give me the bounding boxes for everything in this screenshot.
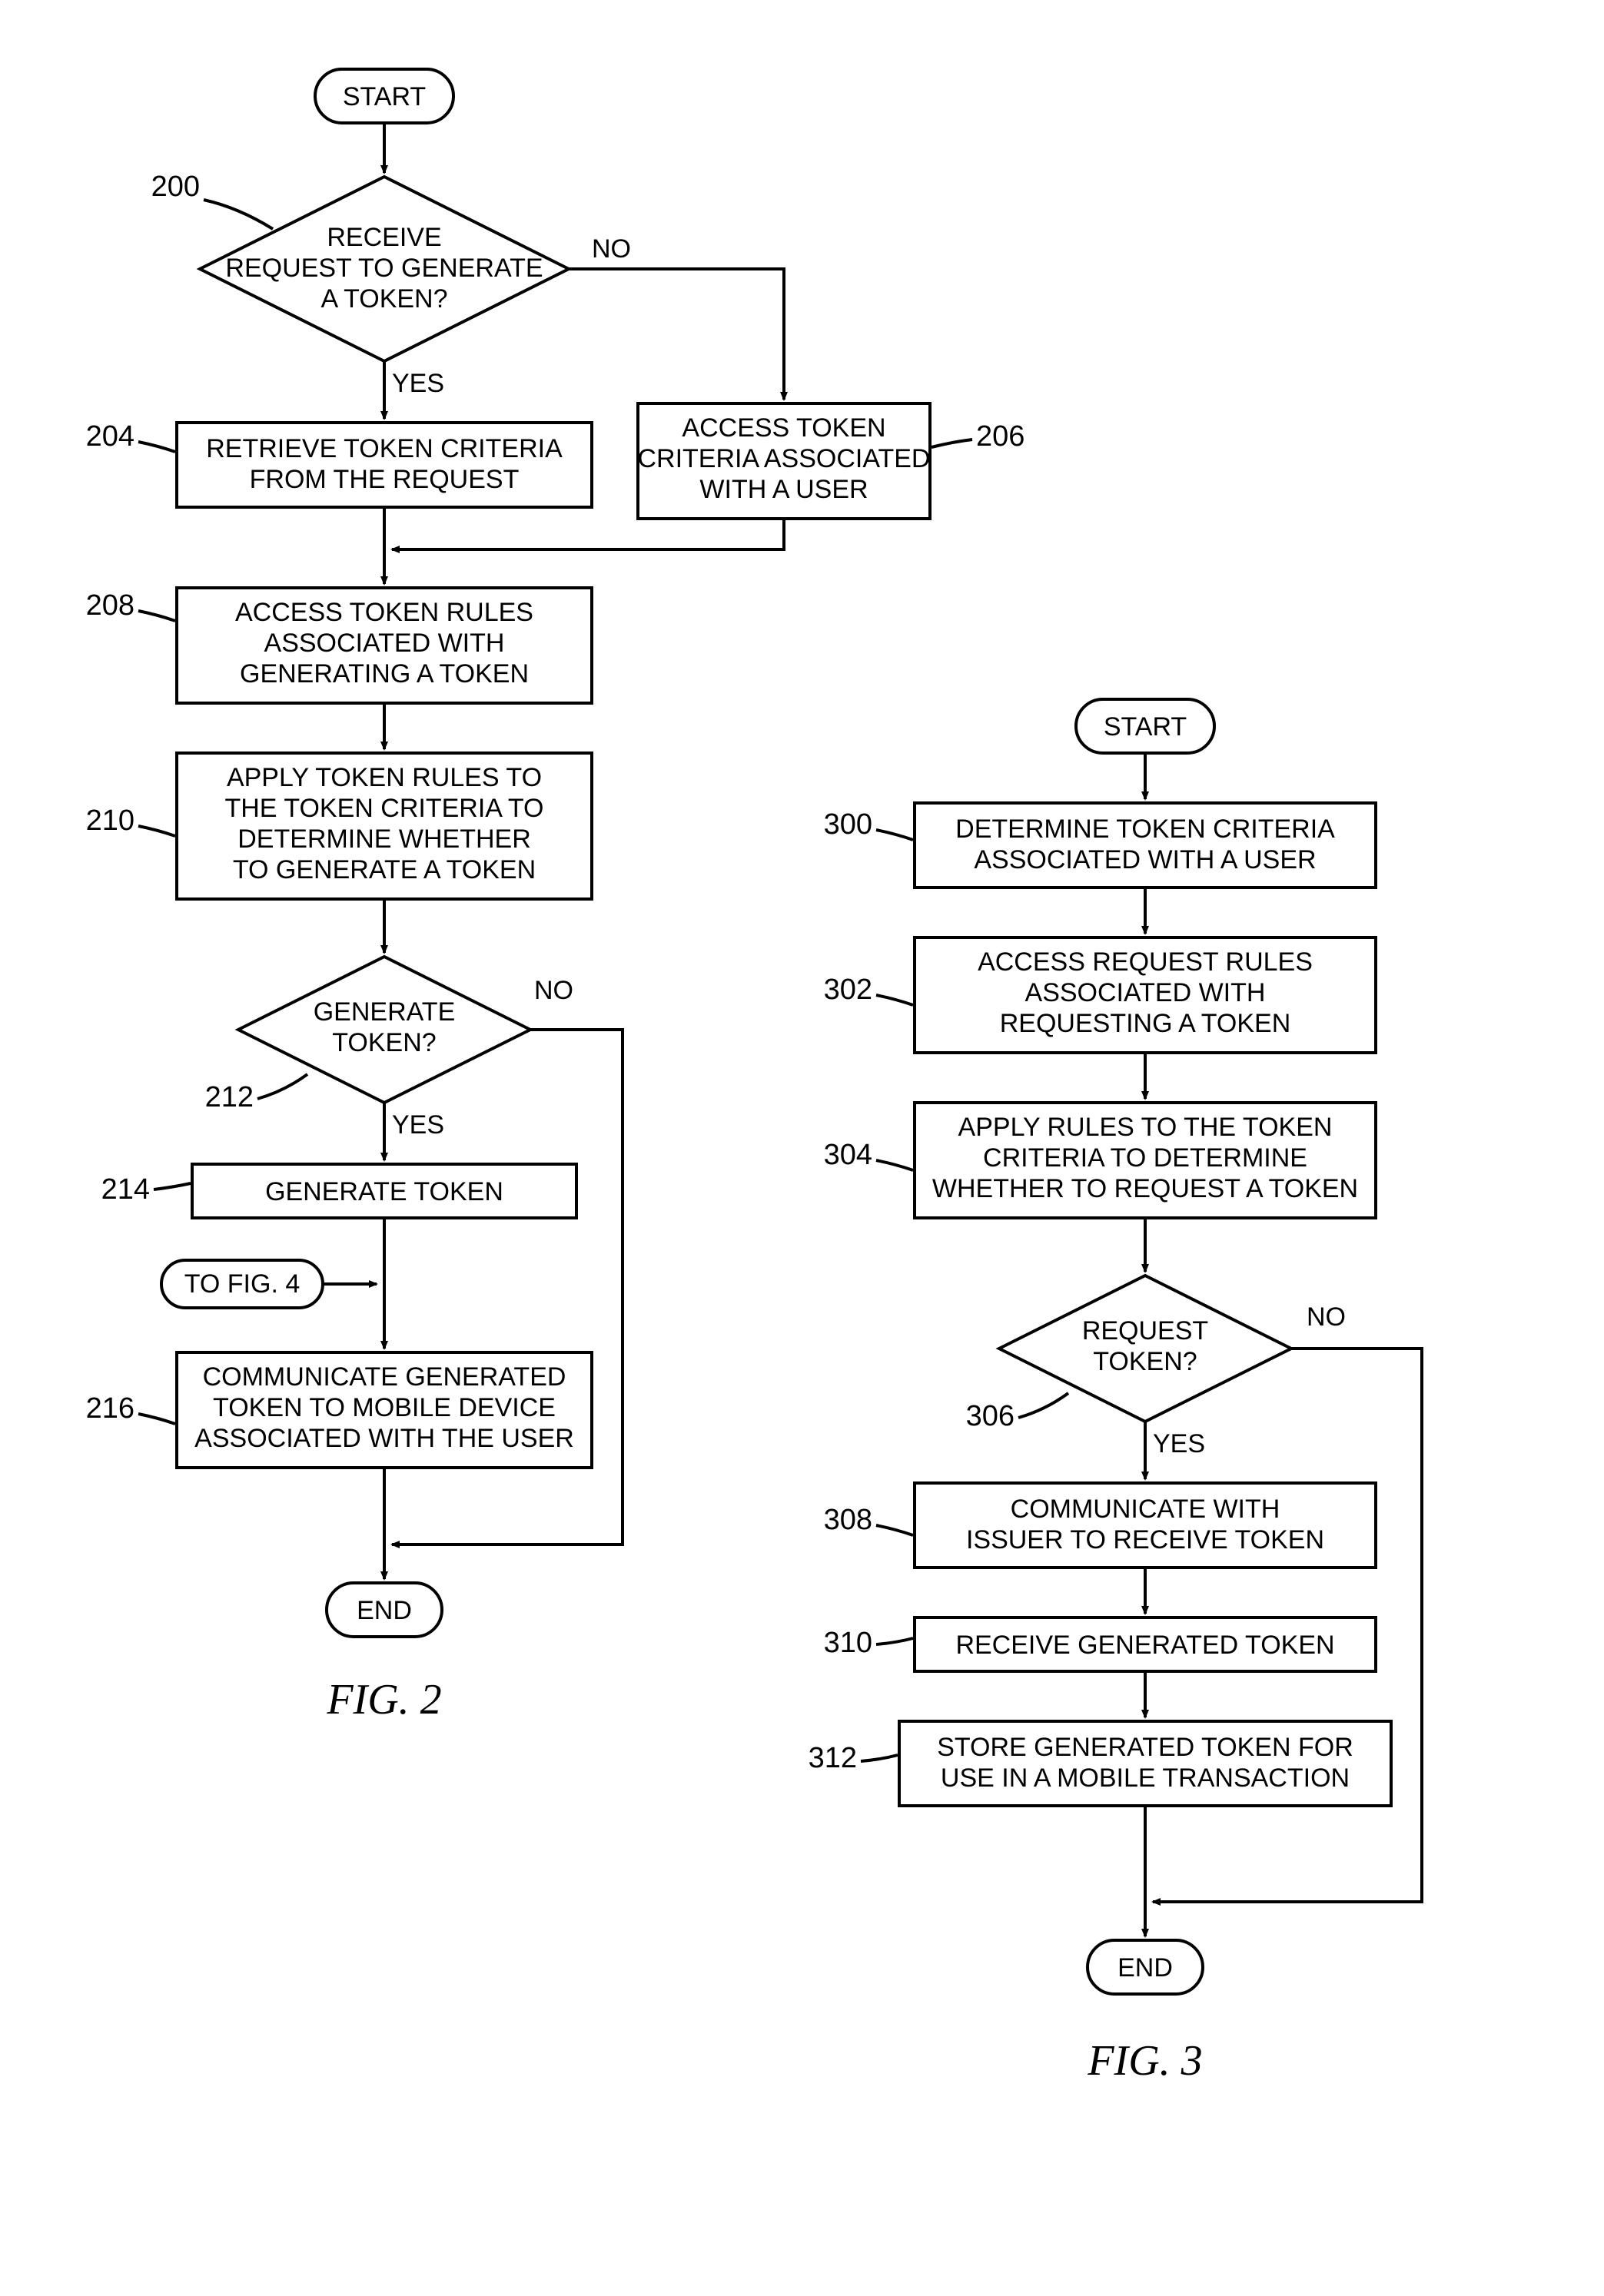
fig2-n208-line2: ASSOCIATED WITH [264, 629, 505, 658]
fig3-ref-302: 302 [824, 974, 872, 1006]
fig3-n304-line3: WHETHER TO REQUEST A TOKEN [932, 1174, 1358, 1203]
fig3-n306-line1: REQUEST [1082, 1316, 1208, 1345]
fig3-start-label: START [1104, 712, 1187, 742]
fig2-n206-line3: WITH A USER [699, 475, 868, 504]
fig3-ref-310: 310 [824, 1627, 872, 1659]
fig3-n302-line1: ACCESS REQUEST RULES [978, 947, 1313, 977]
fig2-ref-212: 212 [205, 1081, 254, 1113]
fig3-n304-line2: CRITERIA TO DETERMINE [983, 1143, 1307, 1173]
fig3-n312-line1: STORE GENERATED TOKEN FOR [937, 1733, 1353, 1762]
fig2-n214-line1: GENERATE TOKEN [265, 1177, 503, 1206]
fig2-tofig4-label: TO FIG. 4 [184, 1269, 301, 1299]
fig3-306-no: NO [1307, 1302, 1346, 1332]
fig2-n200-line2: REQUEST TO GENERATE [225, 254, 543, 283]
fig2-n210-line4: TO GENERATE A TOKEN [233, 855, 536, 884]
fig2-n206-line2: CRITERIA ASSOCIATED [637, 444, 930, 473]
fig3-n312-line2: USE IN A MOBILE TRANSACTION [941, 1763, 1350, 1793]
fig2-n204-line2: FROM THE REQUEST [250, 465, 520, 494]
fig2-n210-line2: THE TOKEN CRITERIA TO [224, 794, 543, 823]
fig2-n204-line1: RETRIEVE TOKEN CRITERIA [206, 434, 563, 463]
fig2-n212-line1: GENERATE [314, 997, 456, 1027]
flowchart-canvas: START RECEIVE REQUEST TO GENERATE A TOKE… [0, 0, 1604, 2296]
fig2-ref-204: 204 [86, 420, 134, 453]
fig2-n216-line1: COMMUNICATE GENERATED [203, 1362, 566, 1392]
fig3-n306-line2: TOKEN? [1093, 1347, 1197, 1376]
fig3-title: FIG. 3 [1087, 2037, 1202, 2085]
fig2-n200-line1: RECEIVE [327, 223, 441, 252]
fig2-ref-208: 208 [86, 589, 134, 622]
fig3-ref-304: 304 [824, 1139, 872, 1171]
fig2-212-yes: YES [392, 1110, 444, 1140]
fig2-n200-line3: A TOKEN? [320, 284, 447, 314]
fig3-n308-line2: ISSUER TO RECEIVE TOKEN [966, 1525, 1324, 1554]
fig2-200-no: NO [592, 234, 631, 264]
fig2-n206-line1: ACCESS TOKEN [682, 413, 885, 443]
fig2-ref-200: 200 [151, 171, 200, 203]
fig2-212-no: NO [534, 976, 573, 1005]
fig3-ref-312: 312 [809, 1742, 857, 1774]
fig3-n300-line1: DETERMINE TOKEN CRITERIA [955, 815, 1335, 844]
fig2-200-yes: YES [392, 369, 444, 398]
fig3-n302-line2: ASSOCIATED WITH [1025, 978, 1266, 1007]
fig3-n304-line1: APPLY RULES TO THE TOKEN [958, 1113, 1333, 1142]
fig2-n208-line1: ACCESS TOKEN RULES [235, 598, 533, 627]
fig3-ref-308: 308 [824, 1504, 872, 1536]
fig2-n216-line3: ASSOCIATED WITH THE USER [194, 1424, 574, 1453]
fig3-n302-line3: REQUESTING A TOKEN [1000, 1009, 1291, 1038]
fig2-n216-line2: TOKEN TO MOBILE DEVICE [213, 1393, 556, 1422]
fig3-306-yes: YES [1153, 1429, 1205, 1458]
fig3-n300-line2: ASSOCIATED WITH A USER [974, 845, 1316, 874]
fig3-ref-306: 306 [966, 1400, 1015, 1432]
fig2-n208-line3: GENERATING A TOKEN [240, 659, 529, 688]
fig3-end-label: END [1117, 1953, 1173, 1982]
fig2-n212-line2: TOKEN? [332, 1028, 436, 1057]
fig2-ref-214: 214 [101, 1173, 150, 1206]
fig2-title: FIG. 2 [326, 1676, 441, 1724]
fig3-n308-line1: COMMUNICATE WITH [1011, 1495, 1280, 1524]
fig2-n210-line1: APPLY TOKEN RULES TO [227, 763, 542, 792]
fig2-end-label: END [357, 1596, 412, 1625]
fig3-n310-line1: RECEIVE GENERATED TOKEN [955, 1631, 1334, 1660]
fig2-ref-216: 216 [86, 1392, 134, 1425]
fig2-ref-206: 206 [976, 420, 1025, 453]
fig2-n210-line3: DETERMINE WHETHER [237, 825, 531, 854]
fig2-start-label: START [343, 82, 426, 111]
fig3-ref-300: 300 [824, 808, 872, 841]
fig2-ref-210: 210 [86, 805, 134, 837]
